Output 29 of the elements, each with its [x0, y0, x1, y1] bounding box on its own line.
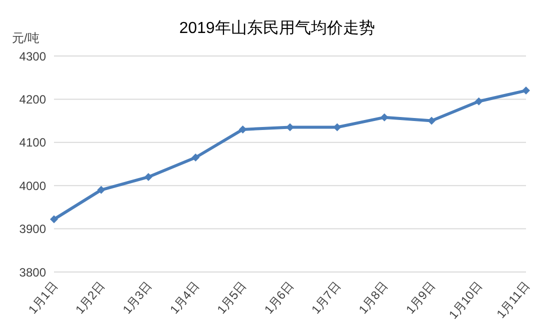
- y-tick-label: 4100: [19, 136, 46, 150]
- y-tick-label: 4000: [19, 178, 46, 193]
- x-tick-label: 1月6日: [262, 278, 296, 317]
- point: [522, 86, 530, 95]
- x-tick-label: 1月1日: [26, 278, 60, 317]
- x-tick-label: 1月8日: [356, 278, 391, 317]
- point: [474, 97, 483, 106]
- y-tick-label: 4300: [19, 49, 46, 64]
- y-tick-label: 4200: [19, 92, 46, 106]
- y-tick-label: 3800: [19, 265, 46, 280]
- y-axis-title: 元/吨: [12, 30, 40, 47]
- x-tick-label: 1月4日: [167, 278, 202, 317]
- point: [286, 123, 294, 132]
- x-tick-label: 1月11日: [494, 278, 532, 321]
- point: [380, 113, 388, 122]
- x-tick-label: 1月2日: [72, 278, 108, 317]
- x-tick-label: 1月5日: [214, 278, 250, 317]
- x-tick-label: 1月10日: [446, 278, 486, 322]
- x-tick-label: 1月3日: [120, 278, 155, 317]
- point: [428, 116, 436, 125]
- x-tick-label: 1月7日: [308, 278, 344, 317]
- x-tick-label: 1月9日: [403, 278, 438, 317]
- point: [144, 172, 152, 181]
- chart-title: 2019年山东民用气均价走势: [179, 20, 375, 37]
- y-tick-label: 3900: [19, 222, 46, 236]
- point: [97, 186, 106, 194]
- point: [50, 215, 58, 224]
- point: [238, 125, 247, 134]
- point: [192, 154, 200, 162]
